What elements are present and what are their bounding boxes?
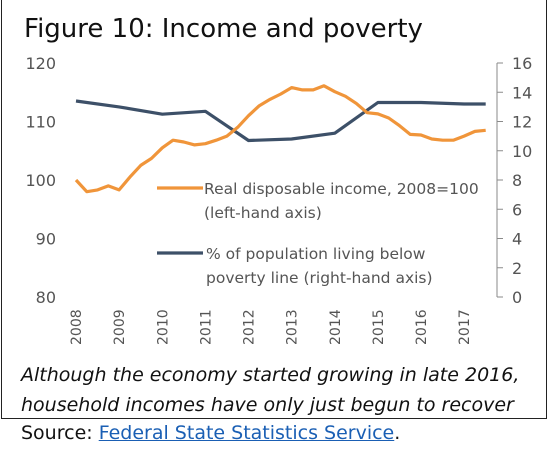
left-axis-tick-label: 90 — [36, 230, 56, 249]
figure-title: Figure 10: Income and poverty — [24, 14, 423, 44]
source-line: Source: Federal State Statistics Service… — [21, 422, 400, 444]
right-axis-tick-label: 4 — [512, 230, 522, 249]
source-label: Source: — [21, 422, 99, 444]
x-axis-tick-label: 2013 — [285, 309, 301, 345]
right-axis-tick-label: 14 — [512, 83, 532, 102]
caption-line-2: household incomes have only just begun t… — [21, 394, 514, 416]
x-axis-tick-label: 2010 — [155, 309, 171, 345]
right-axis-tick-label: 16 — [512, 54, 532, 73]
right-axis-tick-label: 8 — [512, 171, 522, 190]
legend-label-income-line2: (left-hand axis) — [204, 204, 322, 222]
x-axis-tick-label: 2008 — [69, 309, 85, 345]
poverty-series-line — [75, 99, 486, 143]
x-axis-tick-label: 2009 — [112, 309, 128, 345]
right-axis-tick-label: 12 — [512, 113, 532, 132]
right-axis-tick-label: 0 — [512, 288, 522, 307]
x-axis-tick-label: 2016 — [414, 309, 430, 345]
x-axis-tick-label: 2015 — [371, 309, 387, 345]
x-axis-tick-label: 2012 — [242, 309, 258, 345]
left-axis-tick-label: 80 — [36, 288, 56, 307]
left-axis-tick-label: 120 — [25, 54, 56, 73]
legend-label-income-line1: Real disposable income, 2008=100 — [204, 180, 479, 198]
chart: 80 90 100 110 120 0 2 4 6 8 10 12 14 16 2008 2009 2010 20… — [25, 54, 532, 345]
legend-label-poverty-line2: poverty line (right-hand axis) — [206, 269, 433, 287]
figure-caption: Although the economy started growing in … — [21, 360, 519, 420]
x-axis-tick-label: 2011 — [198, 309, 214, 345]
x-axis-tick-label: 2014 — [328, 309, 344, 345]
right-axis-tick-label: 10 — [512, 142, 532, 161]
legend-label-poverty-line1: % of population living below — [206, 245, 426, 263]
left-axis-tick-label: 100 — [25, 171, 56, 190]
income-series-line — [74, 84, 486, 194]
source-link[interactable]: Federal State Statistics Service — [98, 422, 395, 444]
right-axis-tick-label: 6 — [512, 200, 522, 219]
x-axis-tick-label: 2017 — [457, 309, 473, 345]
source-period: . — [394, 422, 401, 444]
figure-frame — [1, 0, 547, 419]
caption-line-1: Although the economy started growing in … — [21, 364, 520, 386]
right-axis-tick-label: 2 — [512, 259, 522, 278]
left-axis-tick-label: 110 — [25, 113, 56, 132]
